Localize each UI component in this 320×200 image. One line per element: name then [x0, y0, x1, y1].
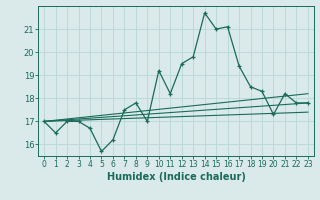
X-axis label: Humidex (Indice chaleur): Humidex (Indice chaleur) [107, 172, 245, 182]
